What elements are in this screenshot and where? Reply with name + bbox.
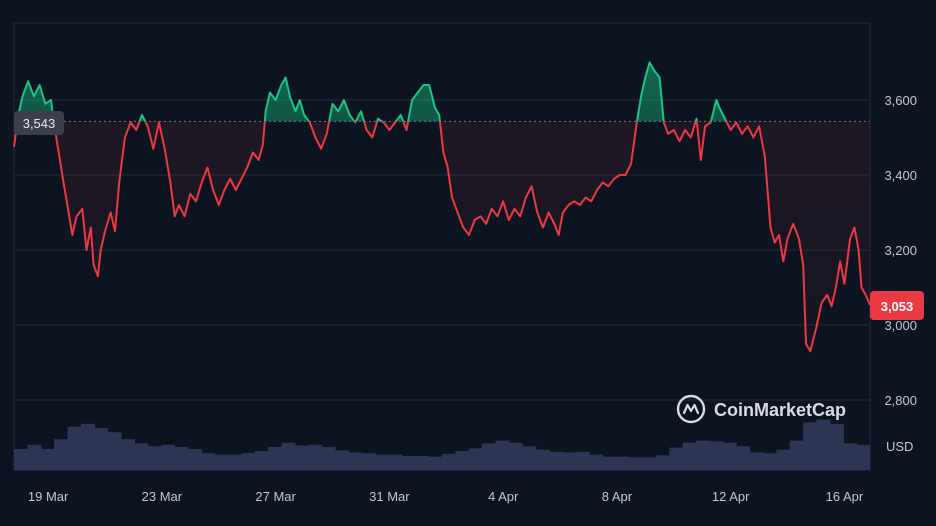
volume-bar [295, 446, 309, 471]
brand-name: CoinMarketCap [714, 400, 846, 420]
volume-bar [94, 428, 108, 470]
price-line [14, 62, 870, 351]
volume-bar [536, 450, 550, 470]
volume-bar [549, 452, 563, 470]
volume-bar [175, 447, 189, 470]
current-price-label: 3,053 [881, 299, 914, 314]
volume-bar [148, 446, 162, 470]
y-tick-label: 3,000 [884, 318, 917, 333]
volume-bar [121, 439, 135, 470]
volume-bar [362, 453, 376, 470]
volume-bar [415, 456, 429, 470]
volume-bar [429, 457, 443, 470]
volume-bar [348, 453, 362, 471]
volume-bar [442, 454, 456, 470]
volume-bar [643, 457, 657, 470]
volume-bar [683, 443, 697, 470]
y-tick-label: 3,600 [884, 93, 917, 108]
volume-bar [241, 453, 255, 470]
y-tick-label: 3,200 [884, 243, 917, 258]
volume-bar [14, 449, 28, 470]
volume-bar [589, 455, 603, 470]
volume-bar [522, 446, 536, 470]
volume-bar [68, 427, 82, 470]
volume-bar [736, 446, 750, 470]
x-tick-label: 16 Apr [826, 489, 864, 504]
volume-bar [629, 457, 643, 470]
volume-bar [562, 453, 576, 471]
volume-bar [710, 441, 724, 470]
volume-bar [576, 452, 590, 470]
x-tick-label: 8 Apr [602, 489, 633, 504]
volume-bar [750, 453, 764, 471]
volume-bar [201, 453, 215, 470]
volume-bar [616, 457, 630, 470]
area-above-baseline [14, 63, 870, 352]
baseline-label: 3,543 [23, 116, 56, 131]
volume-bar [41, 449, 55, 470]
volume-bar [830, 424, 844, 470]
volume-bar [482, 443, 496, 470]
volume-bar [81, 424, 95, 470]
y-tick-label: 3,400 [884, 168, 917, 183]
volume-bar [723, 443, 737, 470]
volume-bar [54, 439, 68, 470]
volume-bar [215, 455, 229, 470]
volume-bar [108, 432, 122, 470]
volume-bar [455, 451, 469, 470]
x-tick-label: 12 Apr [712, 489, 750, 504]
volume-bar [603, 457, 617, 470]
volume-bar [389, 455, 403, 470]
volume-bar [843, 443, 857, 470]
volume-bar [509, 443, 523, 470]
volume-bar [228, 455, 242, 470]
volume-bar [268, 447, 282, 470]
volume-bar [282, 443, 296, 470]
volume-bar [188, 449, 202, 470]
y-tick-label: 2,800 [884, 393, 917, 408]
y-axis: 2,800 3,000 3,200 3,400 3,600 [884, 93, 917, 408]
volume-bar [27, 445, 41, 470]
volume-bars [14, 420, 871, 470]
x-tick-label: 19 Mar [28, 489, 69, 504]
volume-bar [496, 441, 510, 470]
volume-bar [669, 448, 683, 470]
volume-bar [803, 422, 817, 470]
volume-bar [656, 455, 670, 470]
x-tick-label: 4 Apr [488, 489, 519, 504]
volume-bar [255, 451, 269, 470]
volume-bar [857, 445, 871, 470]
current-price-badge: 3,053 [870, 291, 924, 320]
x-tick-label: 23 Mar [142, 489, 183, 504]
volume-bar [817, 420, 831, 470]
volume-bar [776, 450, 790, 470]
baseline-badge: 3,543 [14, 111, 64, 135]
volume-bar [322, 447, 336, 470]
volume-bar [402, 456, 416, 470]
price-line-down [14, 63, 870, 352]
volume-bar [763, 453, 777, 470]
volume-bar [335, 450, 349, 470]
price-line-up [14, 63, 870, 352]
currency-unit-label: USD [886, 439, 913, 454]
x-axis: 19 Mar 23 Mar 27 Mar 31 Mar 4 Apr 8 Apr 12 Apr… [28, 489, 864, 504]
volume-bar [696, 441, 710, 470]
volume-bar [469, 448, 483, 470]
volume-bar [790, 441, 804, 470]
x-tick-label: 31 Mar [369, 489, 410, 504]
volume-bar [375, 455, 389, 470]
x-tick-label: 27 Mar [255, 489, 296, 504]
price-area [14, 63, 870, 352]
volume-bar [308, 445, 322, 470]
volume-bar [161, 445, 175, 470]
volume-bar [134, 443, 148, 470]
area-below-baseline [14, 63, 870, 352]
